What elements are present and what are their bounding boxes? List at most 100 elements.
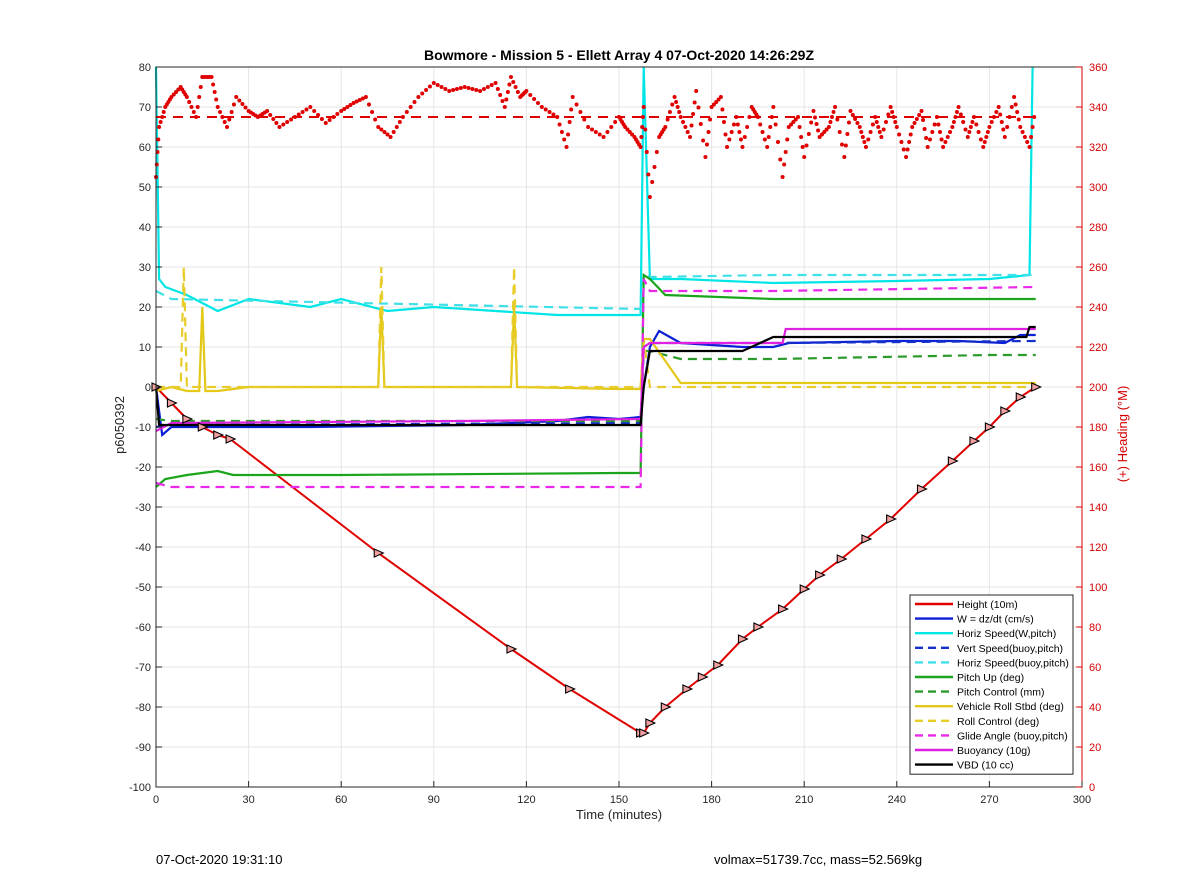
heading-point bbox=[382, 130, 387, 134]
heading-point bbox=[891, 115, 896, 119]
heading-point bbox=[292, 115, 297, 119]
heading-point bbox=[837, 130, 842, 134]
legend-label: Pitch Control (mm) bbox=[957, 687, 1045, 699]
x-tick-label: 210 bbox=[795, 794, 813, 806]
heading-point bbox=[675, 105, 680, 109]
heading-point bbox=[481, 87, 486, 91]
y-left-tick-label: -10 bbox=[135, 422, 151, 434]
heading-point bbox=[654, 150, 659, 154]
heading-point bbox=[160, 115, 165, 119]
heading-point bbox=[762, 137, 767, 142]
heading-point bbox=[905, 147, 910, 152]
heading-point bbox=[925, 145, 930, 149]
heading-point bbox=[363, 95, 368, 99]
heading-point bbox=[212, 90, 217, 94]
heading-point bbox=[281, 122, 286, 127]
heading-point bbox=[342, 107, 347, 111]
heading-point bbox=[696, 105, 701, 110]
y-right-tick-label: 260 bbox=[1089, 262, 1107, 274]
heading-point bbox=[853, 117, 858, 121]
heading-point bbox=[689, 123, 694, 128]
heading-point bbox=[927, 137, 932, 142]
heading-point bbox=[967, 130, 972, 134]
heading-point bbox=[879, 135, 884, 139]
heading-point bbox=[1020, 130, 1025, 134]
legend-label: Buoyancy (10g) bbox=[957, 745, 1031, 757]
y-right-tick-label: 320 bbox=[1089, 142, 1107, 154]
heading-point bbox=[936, 122, 941, 127]
heading-point bbox=[220, 115, 225, 119]
heading-point bbox=[412, 100, 417, 104]
heading-point bbox=[1013, 102, 1018, 107]
heading-point bbox=[846, 120, 851, 125]
x-tick-label: 90 bbox=[428, 794, 440, 806]
heading-point bbox=[663, 125, 668, 129]
heading-point bbox=[1027, 145, 1032, 149]
heading-point bbox=[785, 137, 790, 142]
height-marker bbox=[682, 684, 694, 694]
heading-point bbox=[557, 122, 562, 127]
heading-point bbox=[498, 93, 503, 97]
heading-point bbox=[877, 130, 882, 134]
series-horiz-speed-w-pitch- bbox=[154, 66, 1034, 317]
height-marker bbox=[737, 634, 749, 644]
heading-point bbox=[513, 85, 518, 89]
heading-point bbox=[886, 112, 891, 117]
heading-point bbox=[312, 109, 317, 113]
heading-point bbox=[478, 89, 483, 93]
heading-point bbox=[215, 105, 220, 109]
heading-point bbox=[941, 145, 946, 149]
heading-point bbox=[766, 135, 771, 139]
y-right-tick-label: 200 bbox=[1089, 382, 1107, 394]
heading-point bbox=[424, 88, 429, 92]
heading-point bbox=[605, 130, 610, 134]
heading-point bbox=[850, 113, 855, 117]
heading-point bbox=[932, 122, 937, 127]
heading-point bbox=[747, 115, 752, 119]
heading-point bbox=[996, 105, 1001, 109]
heading-point bbox=[868, 130, 873, 134]
y-left-tick-label: 80 bbox=[139, 62, 151, 74]
y-right-tick-label: 360 bbox=[1089, 62, 1107, 74]
heading-point bbox=[857, 125, 862, 129]
heading-point bbox=[866, 137, 871, 142]
heading-point bbox=[564, 145, 569, 149]
heading-point bbox=[316, 113, 321, 117]
heading-point bbox=[639, 135, 644, 139]
x-tick-label: 270 bbox=[980, 794, 998, 806]
heading-point bbox=[806, 132, 811, 136]
heading-point bbox=[195, 105, 200, 109]
heading-point bbox=[559, 130, 564, 134]
heading-point bbox=[643, 127, 648, 132]
heading-point bbox=[951, 120, 956, 124]
heading-point bbox=[890, 110, 895, 114]
series-horiz-speed-buoy-pitch- bbox=[155, 273, 1036, 311]
heading-point bbox=[922, 127, 927, 131]
heading-point bbox=[555, 115, 560, 119]
heading-point bbox=[826, 125, 831, 129]
heading-point bbox=[458, 86, 463, 90]
heading-point bbox=[454, 87, 459, 91]
heading-point bbox=[953, 115, 958, 119]
heading-point bbox=[524, 89, 529, 93]
y-left-tick-label: 50 bbox=[139, 182, 151, 194]
heading-point bbox=[954, 110, 959, 114]
heading-point bbox=[860, 135, 865, 139]
heading-point bbox=[893, 120, 898, 124]
legend-label: Pitch Up (deg) bbox=[957, 672, 1024, 684]
y-left-tick-label: -90 bbox=[135, 742, 151, 754]
heading-point bbox=[194, 115, 199, 119]
heading-point bbox=[855, 121, 860, 125]
heading-point bbox=[831, 110, 836, 114]
heading-point bbox=[840, 142, 845, 147]
heading-point bbox=[427, 84, 432, 89]
heading-point bbox=[647, 195, 652, 199]
heading-point bbox=[814, 122, 819, 126]
heading-point bbox=[296, 112, 301, 117]
heading-point bbox=[958, 112, 963, 117]
heading-point bbox=[998, 112, 1003, 117]
heading-point bbox=[863, 145, 868, 149]
heading-point bbox=[965, 135, 970, 139]
heading-point bbox=[493, 81, 498, 85]
y-left-tick-label: -70 bbox=[135, 662, 151, 674]
